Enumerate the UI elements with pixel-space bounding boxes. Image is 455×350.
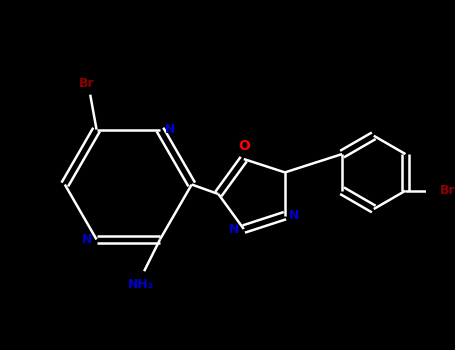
Text: NH₂: NH₂ (128, 278, 154, 290)
Text: Br: Br (440, 184, 455, 197)
Text: O: O (238, 139, 250, 153)
Text: Br: Br (79, 77, 95, 90)
Text: N: N (164, 123, 175, 136)
Text: N: N (82, 233, 92, 246)
Text: N: N (229, 223, 239, 236)
Text: N: N (289, 209, 300, 222)
